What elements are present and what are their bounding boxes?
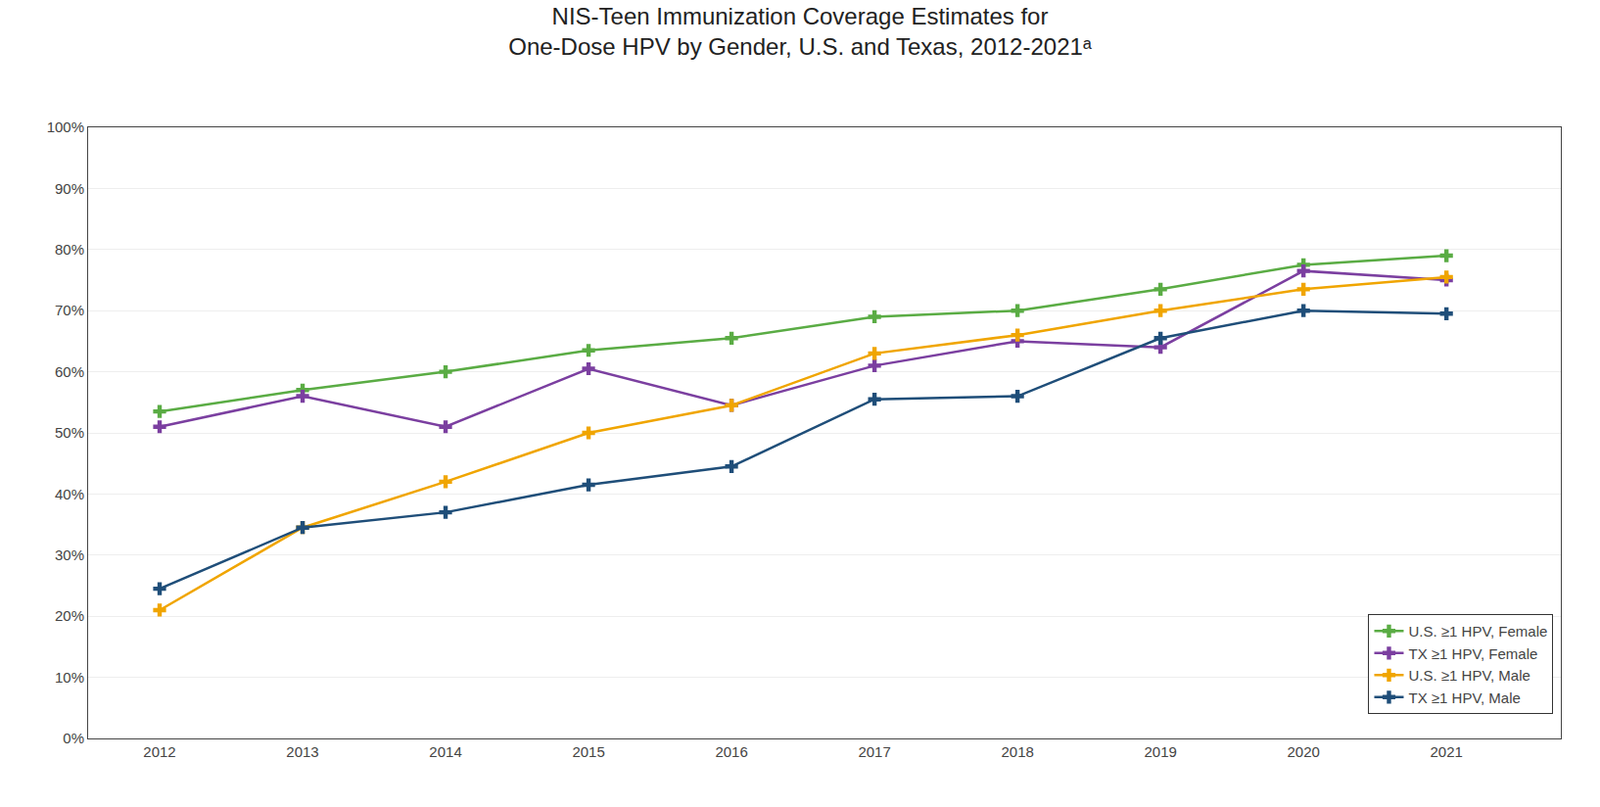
svg-text:40%: 40% [54, 485, 85, 503]
svg-text:2018: 2018 [1000, 743, 1034, 760]
svg-text:30%: 30% [54, 546, 85, 564]
svg-text:2017: 2017 [857, 743, 891, 760]
svg-text:U.S. ≥1 HPV, Female: U.S. ≥1 HPV, Female [1408, 622, 1548, 640]
svg-text:TX ≥1 HPV, Female: TX ≥1 HPV, Female [1408, 645, 1538, 662]
svg-text:2013: 2013 [285, 743, 319, 760]
svg-text:50%: 50% [54, 423, 85, 441]
svg-text:U.S. ≥1 HPV, Male: U.S. ≥1 HPV, Male [1408, 666, 1530, 684]
svg-text:70%: 70% [54, 301, 85, 319]
svg-text:60%: 60% [54, 363, 85, 380]
svg-text:80%: 80% [54, 240, 85, 258]
svg-text:2014: 2014 [428, 743, 462, 760]
svg-text:2020: 2020 [1286, 743, 1319, 760]
svg-text:20%: 20% [54, 607, 85, 624]
svg-text:2012: 2012 [142, 743, 176, 760]
svg-text:10%: 10% [54, 668, 85, 686]
svg-text:0%: 0% [62, 729, 85, 747]
svg-text:NIS-Teen Immunization Coverage: NIS-Teen Immunization Coverage Estimates… [508, 2, 1093, 60]
svg-text:2021: 2021 [1429, 743, 1462, 760]
svg-text:TX ≥1 HPV, Male: TX ≥1 HPV, Male [1408, 689, 1520, 706]
svg-text:2015: 2015 [571, 743, 605, 760]
svg-text:100%: 100% [47, 118, 85, 136]
svg-text:90%: 90% [54, 180, 85, 197]
svg-text:2016: 2016 [714, 743, 748, 760]
svg-text:2019: 2019 [1143, 743, 1177, 760]
